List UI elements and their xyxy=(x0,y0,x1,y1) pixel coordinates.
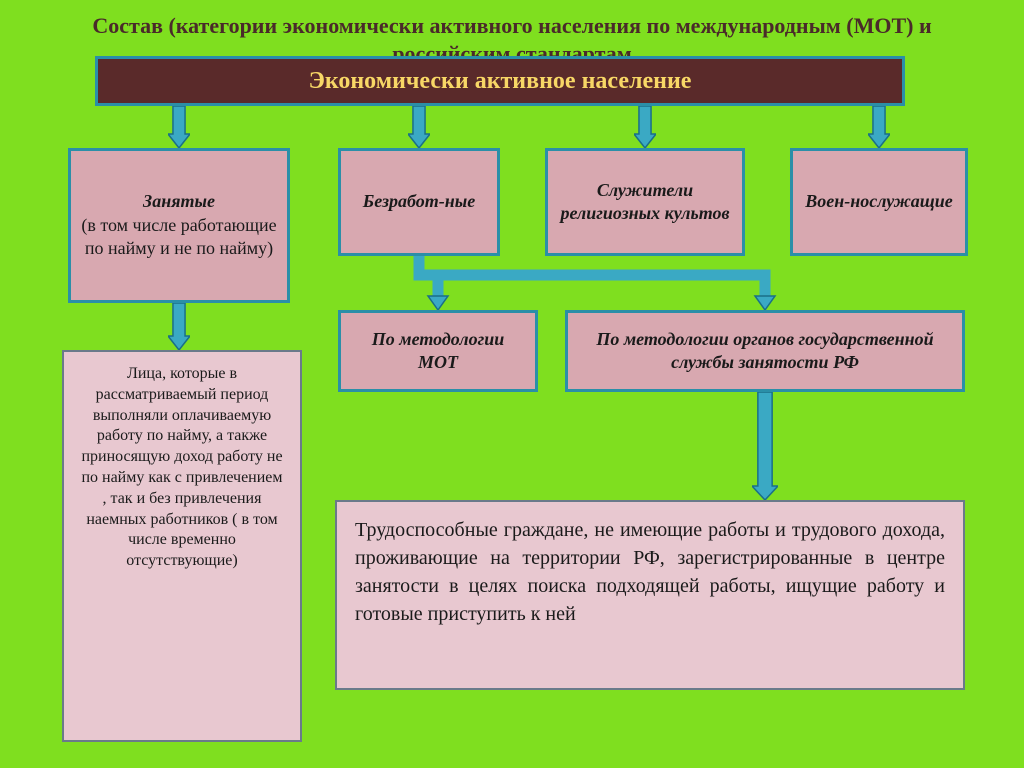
box-method-rf: По методологии органов государственной с… xyxy=(565,310,965,392)
box-military: Воен-нослужащие xyxy=(790,148,968,256)
box-religious-label: Служители религиозных культов xyxy=(558,179,732,226)
box-unemployed-label: Безработ-ные xyxy=(351,190,487,213)
info-employed-desc: Лица, которые в рассматриваемый период в… xyxy=(62,350,302,742)
box-method-mot-label: По методологии МОТ xyxy=(351,328,525,375)
info-rf-text: Трудоспособные граждане, не имеющие рабо… xyxy=(355,519,945,625)
arrow-down-icon xyxy=(634,106,656,148)
box-employed-head: Занятые xyxy=(143,191,215,211)
box-method-rf-label: По методологии органов государственной с… xyxy=(578,328,952,375)
box-employed-rest: (в том числе работающие по найму и не по… xyxy=(81,215,276,258)
box-unemployed: Безработ-ные xyxy=(338,148,500,256)
box-religious: Служители религиозных культов xyxy=(545,148,745,256)
header-box: Экономически активное население xyxy=(95,56,905,106)
arrow-down-icon xyxy=(408,106,430,148)
box-employed-label: Занятые (в том числе работающие по найму… xyxy=(81,190,277,260)
info-rf-desc: Трудоспособные граждане, не имеющие рабо… xyxy=(335,500,965,690)
box-employed: Занятые (в том числе работающие по найму… xyxy=(68,148,290,303)
arrow-elbow-icon xyxy=(399,256,785,310)
box-military-label: Воен-нослужащие xyxy=(803,190,955,213)
info-employed-text: Лица, которые в рассматриваемый период в… xyxy=(81,365,282,569)
box-method-mot: По методологии МОТ xyxy=(338,310,538,392)
header-text: Экономически активное население xyxy=(309,68,692,95)
arrow-down-icon xyxy=(168,106,190,148)
arrow-down-icon xyxy=(752,392,778,500)
arrow-down-icon xyxy=(868,106,890,148)
arrow-down-icon xyxy=(168,303,190,350)
